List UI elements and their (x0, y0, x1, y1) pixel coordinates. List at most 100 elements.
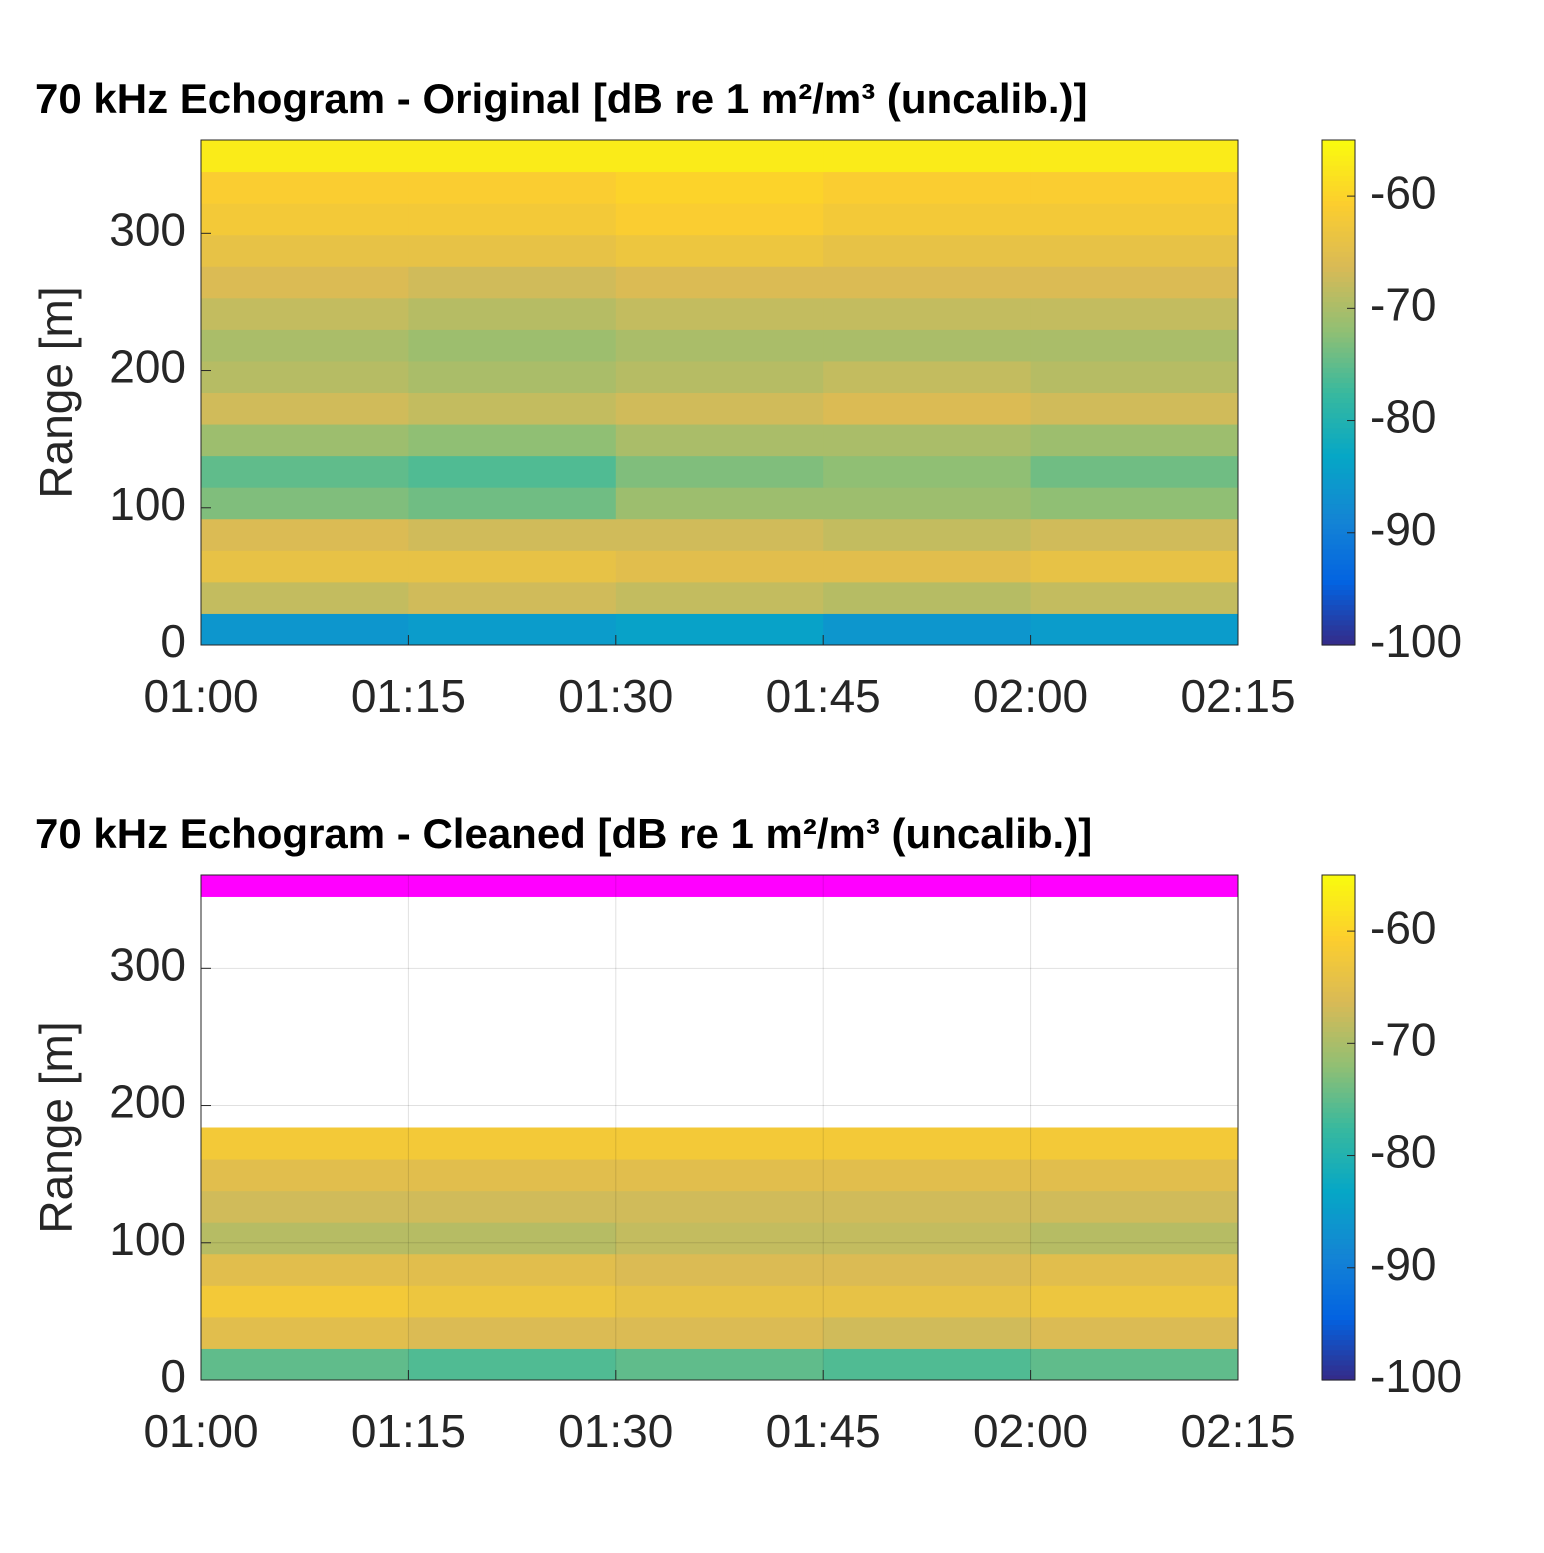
colorbar-step (1322, 925, 1355, 932)
colorbar-step (1322, 559, 1355, 565)
colorbar-step (1322, 1324, 1355, 1331)
heat-cell (408, 487, 617, 520)
colorbar-step (1322, 1001, 1355, 1007)
heat-cell (823, 392, 1032, 425)
colorbar-step (1322, 412, 1355, 419)
colorbar-step (1322, 397, 1355, 404)
colorbar-step (1322, 473, 1355, 479)
colorbar-step (1322, 347, 1355, 353)
colorbar-step (1322, 920, 1355, 927)
colorbar-step (1322, 230, 1355, 237)
heat-cell (408, 1253, 617, 1286)
colorbar-step (1322, 950, 1355, 957)
heat-cell (201, 329, 409, 362)
x-tick-label: 01:30 (558, 670, 673, 722)
colorbar-tick-label: -90 (1370, 503, 1436, 555)
colorbar-step (1322, 306, 1355, 313)
heat-cell (1030, 360, 1239, 393)
x-tick-label: 02:00 (973, 1405, 1088, 1457)
heat-cell (1030, 1316, 1239, 1349)
colorbar-step (1322, 453, 1355, 459)
heat-cell (408, 360, 617, 393)
colorbar-step (1322, 160, 1355, 166)
colorbar-step (1322, 1238, 1355, 1245)
heat-cell (201, 487, 409, 520)
heat-cell (823, 1190, 1032, 1223)
colorbar-step (1322, 145, 1355, 151)
colorbar-step (1322, 634, 1355, 641)
y-tick-label: 0 (160, 615, 186, 667)
colorbar-step (1322, 1304, 1355, 1310)
colorbar-step (1322, 1263, 1355, 1270)
colorbar-step (1322, 1167, 1355, 1174)
colorbar-step (1322, 1178, 1355, 1184)
colorbar-step (1322, 266, 1355, 272)
heat-cell (201, 1285, 409, 1318)
heat-cell (201, 392, 409, 425)
colorbar-step (1322, 493, 1355, 500)
heat-cell (615, 1285, 824, 1318)
colorbar-step (1322, 1203, 1355, 1209)
colorbar-step (1322, 900, 1355, 906)
colorbar-step (1322, 1268, 1355, 1275)
colorbar-step (1322, 256, 1355, 262)
colorbar-step (1322, 417, 1355, 424)
colorbar-step (1322, 498, 1355, 505)
colorbar-step (1322, 251, 1355, 257)
heat-cell (615, 1159, 824, 1192)
heat-cell (1030, 550, 1239, 583)
colorbar-tick-label: -70 (1370, 1013, 1436, 1065)
colorbar-step (1322, 986, 1355, 992)
colorbar-step (1322, 311, 1355, 318)
heat-cell (408, 203, 617, 236)
colorbar-step (1322, 165, 1355, 171)
colorbar-step (1322, 1369, 1355, 1376)
heat-cell (408, 518, 617, 551)
colorbar-step (1322, 210, 1355, 217)
heat-cell (201, 171, 409, 204)
colorbar-step (1322, 437, 1355, 444)
x-tick-label: 01:45 (766, 670, 881, 722)
colorbar-step (1322, 513, 1355, 520)
colorbar-step (1322, 1102, 1355, 1108)
heat-cell (1030, 581, 1239, 614)
heat-cell (1030, 171, 1239, 204)
colorbar-step (1322, 880, 1355, 886)
heat-cell (615, 329, 824, 362)
colorbar-step (1322, 1142, 1355, 1149)
colorbar-step (1322, 387, 1355, 394)
colorbar-step (1322, 427, 1355, 434)
heat-cell (1030, 1190, 1239, 1223)
heat-cell (1030, 392, 1239, 425)
colorbar-step (1322, 301, 1355, 308)
heat-cell (1030, 329, 1239, 362)
heat-cell (201, 203, 409, 236)
colorbar-step (1322, 1253, 1355, 1260)
colorbar-step (1322, 1289, 1355, 1295)
colorbar-step (1322, 443, 1355, 449)
colorbar-step (1322, 935, 1355, 942)
heat-cell (408, 455, 617, 488)
colorbar-step (1322, 1344, 1355, 1351)
heat-cell (1030, 1285, 1239, 1318)
colorbar-step (1322, 155, 1355, 161)
colorbar-step (1322, 377, 1355, 383)
colorbar-step (1322, 362, 1355, 368)
heat-cell (201, 424, 409, 457)
heat-cell (201, 1222, 409, 1255)
colorbar-step (1322, 150, 1355, 156)
heat-cell (201, 1253, 409, 1286)
colorbar-step (1322, 1056, 1355, 1063)
colorbar-step (1322, 205, 1355, 212)
colorbar-step (1322, 1147, 1355, 1154)
heat-cell (823, 518, 1032, 551)
colorbar-step (1322, 286, 1355, 293)
colorbar-step (1322, 281, 1355, 288)
colorbar-step (1322, 976, 1355, 982)
colorbar-step (1322, 357, 1355, 363)
colorbar-step (1322, 342, 1355, 348)
colorbar-step (1322, 1349, 1355, 1356)
heat-cell (615, 266, 824, 299)
heat-cell (1030, 424, 1239, 457)
heat-cell (1030, 1159, 1239, 1192)
